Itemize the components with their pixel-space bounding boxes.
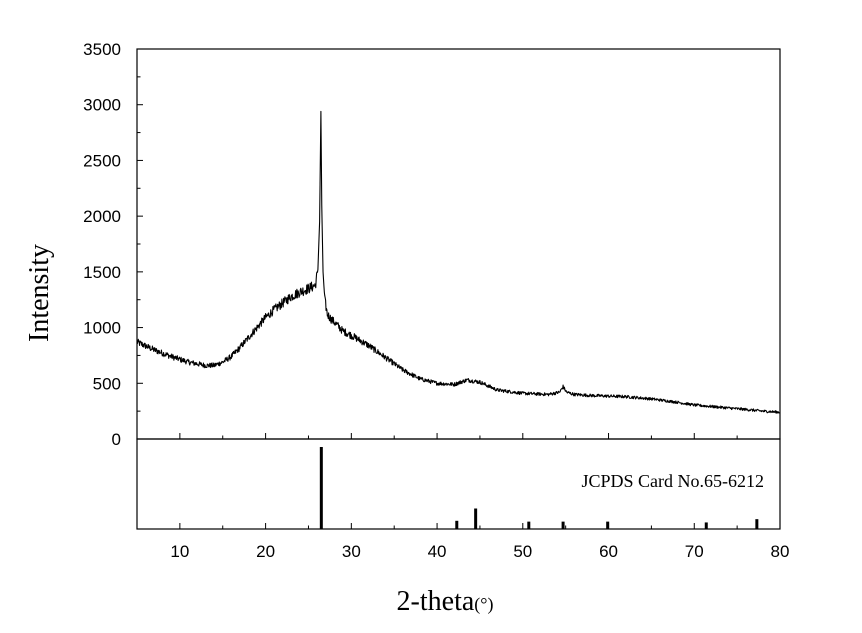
x-tick-label: 10 xyxy=(170,542,189,561)
x-tick-label: 50 xyxy=(513,542,532,561)
x-tick-label: 60 xyxy=(599,542,618,561)
upper-plot-frame xyxy=(136,48,781,440)
reference-peaks xyxy=(319,447,759,529)
lower-panel-ticks xyxy=(136,523,781,529)
x-tick-label: 20 xyxy=(256,542,275,561)
y-tick-labels: 0 500 1000 1500 2000 2500 3000 3500 xyxy=(83,40,121,449)
y-tick-label: 1500 xyxy=(83,263,121,282)
x-tick-label: 70 xyxy=(685,542,704,561)
x-tick-labels: 10 20 30 40 50 60 70 80 xyxy=(170,542,789,561)
y-tick-label: 3500 xyxy=(83,40,121,59)
y-tick-label: 0 xyxy=(112,430,121,449)
x-tick-label: 40 xyxy=(428,542,447,561)
x-tick-label: 80 xyxy=(771,542,790,561)
y-tick-label: 2000 xyxy=(83,207,121,226)
x-tick-label: 30 xyxy=(342,542,361,561)
reference-card-label: JCPDS Card No.65-6212 xyxy=(581,471,764,491)
y-tick-label: 3000 xyxy=(83,96,121,115)
y-tick-label: 500 xyxy=(93,374,121,393)
x-axis-title: 2-theta(°) xyxy=(397,586,494,617)
y-tick-label: 2500 xyxy=(83,151,121,170)
y-axis-title: Intensity xyxy=(24,244,55,342)
lower-plot-frame xyxy=(136,438,781,530)
y-tick-label: 1000 xyxy=(83,319,121,338)
upper-panel-ticks xyxy=(136,48,781,440)
xrd-pattern-line xyxy=(136,110,781,414)
